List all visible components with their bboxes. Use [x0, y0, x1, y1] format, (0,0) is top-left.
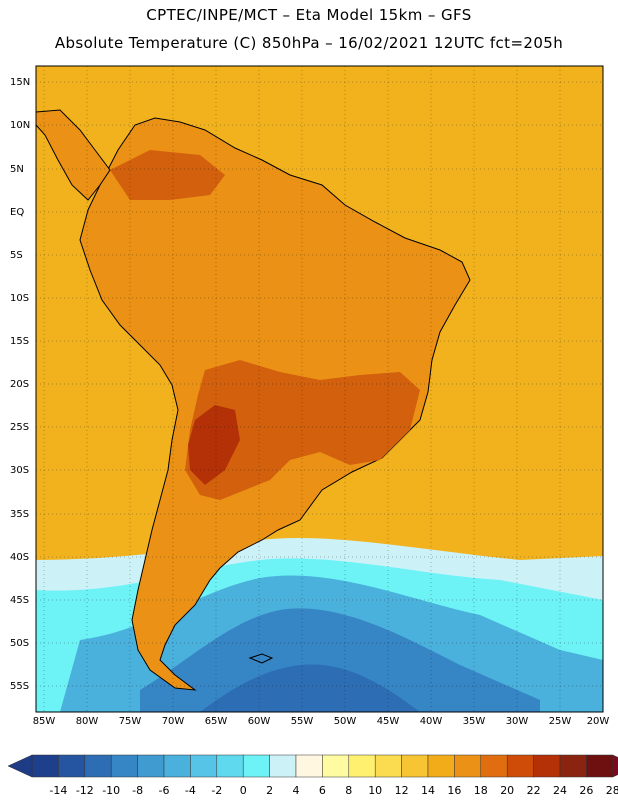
lon-label: 75W: [118, 716, 142, 727]
colorbar-swatch: [137, 754, 165, 778]
lat-label: 30S: [10, 465, 30, 476]
colorbar-max-arrow: [612, 754, 618, 778]
lat-label: 10S: [10, 293, 30, 304]
colorbar-label: 26: [579, 784, 594, 797]
colorbar-swatch: [163, 754, 191, 778]
lon-label: 45W: [376, 716, 400, 727]
falkland-islands: [248, 653, 274, 664]
colorbar-label: -4: [184, 784, 196, 797]
graticule: [36, 66, 604, 712]
colorbar: [7, 754, 618, 778]
colorbar-label: 4: [292, 784, 300, 797]
colorbar-label: 10: [368, 784, 383, 797]
lon-label: 25W: [548, 716, 572, 727]
lon-label: 40W: [419, 716, 443, 727]
colorbar-label: -10: [102, 784, 121, 797]
lon-label: 20W: [586, 716, 610, 727]
lat-label: 5N: [10, 164, 24, 175]
lon-label: 85W: [32, 716, 56, 727]
colorbar-swatch: [506, 754, 534, 778]
lat-label: 5S: [10, 250, 23, 261]
hot-region-core: [188, 405, 240, 485]
cold-band-5: [200, 664, 420, 712]
colorbar-label: -14: [49, 784, 68, 797]
colorbar-swatch: [480, 754, 508, 778]
colorbar-label: 16: [447, 784, 462, 797]
colorbar-swatch: [401, 754, 429, 778]
colorbar-swatch: [454, 754, 482, 778]
colorbar-label: 28: [605, 784, 618, 797]
colorbar-label: 18: [473, 784, 488, 797]
colorbar-label: 24: [553, 784, 567, 797]
colorbar-label: 8: [345, 784, 353, 797]
hot-region-interior: [185, 360, 420, 500]
lat-label: 40S: [10, 552, 30, 563]
lat-label: 15S: [10, 336, 30, 347]
colorbar-label: -2: [211, 784, 223, 797]
lon-label: 60W: [247, 716, 271, 727]
colorbar-min-arrow: [7, 754, 33, 778]
lat-label: 55S: [10, 681, 30, 692]
colorbar-swatch: [586, 754, 614, 778]
lat-label: EQ: [10, 207, 25, 218]
colorbar-swatch: [559, 754, 587, 778]
lon-label: 80W: [75, 716, 99, 727]
colorbar-label: -8: [132, 784, 144, 797]
colorbar-label: 12: [394, 784, 409, 797]
lat-label: 20S: [10, 379, 30, 390]
colorbar-label: 14: [421, 784, 435, 797]
lon-label: 55W: [290, 716, 314, 727]
colorbar-swatch: [427, 754, 455, 778]
central-america-land: [35, 109, 111, 201]
lat-label: 35S: [10, 509, 30, 520]
colorbar-swatch: [269, 754, 297, 778]
colorbar-swatch: [84, 754, 112, 778]
colorbar-swatch: [322, 754, 350, 778]
colorbar-swatch: [242, 754, 270, 778]
map-subtitle: Absolute Temperature (C) 850hPa – 16/02/…: [54, 34, 564, 52]
colorbar-swatch: [348, 754, 376, 778]
colorbar-swatch: [374, 754, 402, 778]
lon-label: 65W: [204, 716, 228, 727]
map-frame: [35, 65, 604, 713]
lat-label: 10N: [10, 120, 31, 131]
lon-label: 30W: [505, 716, 529, 727]
colorbar-swatch: [110, 754, 138, 778]
colorbar-swatch: [190, 754, 218, 778]
colorbar-label: 2: [266, 784, 274, 797]
colorbar-swatch: [58, 754, 86, 778]
colorbar-label: 20: [500, 784, 515, 797]
colorbar-swatch: [533, 754, 561, 778]
lon-label: 35W: [462, 716, 486, 727]
colorbar-swatch: [216, 754, 244, 778]
colorbar-label: 0: [239, 784, 247, 797]
hot-region-north: [110, 150, 225, 200]
colorbar-label: 6: [318, 784, 326, 797]
map-panel: [35, 65, 604, 713]
lat-label: 15N: [10, 77, 31, 88]
lat-label: 25S: [10, 422, 30, 433]
colorbar-swatch: [31, 754, 59, 778]
lat-label: 45S: [10, 595, 30, 606]
colorbar-swatch: [295, 754, 323, 778]
lon-label: 50W: [333, 716, 357, 727]
colorbar-label: 22: [526, 784, 541, 797]
map-title: CPTEC/INPE/MCT – Eta Model 15km – GFS: [146, 6, 472, 24]
lat-label: 50S: [10, 638, 30, 649]
colorbar-label: -12: [75, 784, 94, 797]
lon-label: 70W: [161, 716, 185, 727]
colorbar-label: -6: [158, 784, 170, 797]
